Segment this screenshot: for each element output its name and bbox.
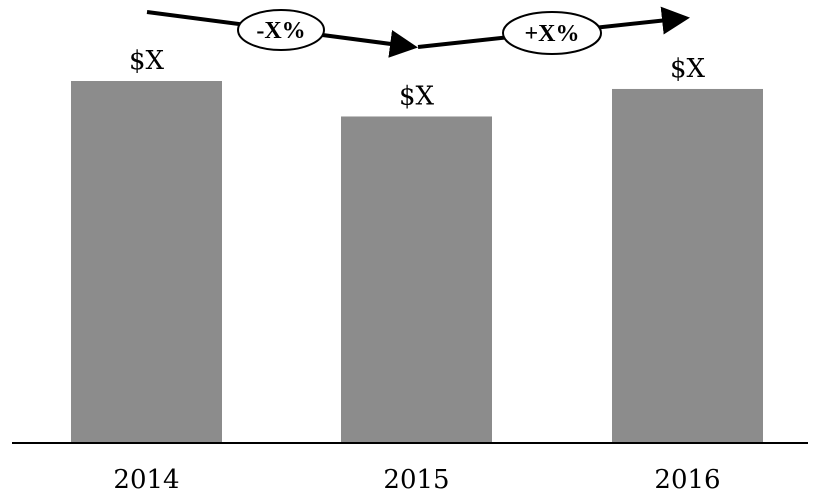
change-arrows: -X% +X% — [146, 6, 690, 58]
bar-2015 — [341, 116, 492, 443]
change-bubble-2015-2016 — [502, 11, 602, 55]
bar-value-label-2015: $X — [399, 81, 435, 111]
bar-value-label-2016: $X — [670, 54, 706, 84]
bar-2016 — [612, 88, 763, 444]
change-label-2015-2016: +X% — [524, 21, 579, 47]
x-axis-tick-labels: 2014 2015 2016 — [113, 465, 720, 495]
bar-2014 — [71, 81, 222, 443]
x-tick-label-2015: 2015 — [383, 465, 449, 495]
change-label-2014-2015: -X% — [256, 18, 305, 44]
change-bubble-2014-2015 — [237, 9, 325, 51]
x-tick-label-2014: 2014 — [113, 465, 179, 495]
x-tick-label-2016: 2016 — [654, 465, 720, 495]
bar-value-label-2014: $X — [129, 46, 165, 76]
bars-group — [71, 81, 763, 444]
bar-value-labels: $X $X $X — [129, 46, 706, 111]
